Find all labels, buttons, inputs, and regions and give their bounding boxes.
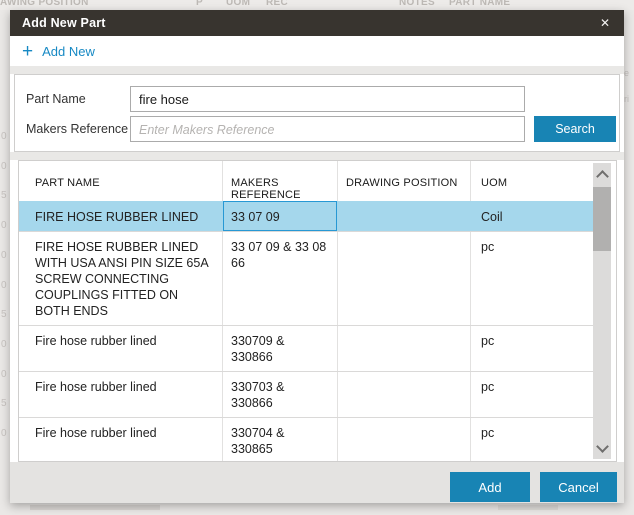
- makers-reference-cell: 33 07 09 & 33 08 66: [223, 232, 338, 325]
- background-header-label: PART NAME: [449, 0, 511, 8]
- scrollbar-thumb[interactable]: [593, 187, 611, 251]
- parts-table-header: PART NAME MAKERS REFERENCE DRAWING POSITIO…: [19, 161, 593, 201]
- drawing-position-cell: [338, 372, 471, 417]
- drawing-position-cell: [338, 232, 471, 325]
- part-name-cell: Fire hose rubber lined: [19, 326, 223, 371]
- makers-reference-label: Makers Reference: [26, 122, 129, 136]
- drawing-position-cell: [338, 418, 471, 461]
- dialog-titlebar: Add New Part ✕: [10, 10, 624, 36]
- add-button[interactable]: Add: [450, 472, 530, 502]
- dialog-title: Add New Part: [22, 16, 106, 30]
- column-header: DRAWING POSITION: [338, 161, 471, 201]
- table-row[interactable]: FIRE HOSE RUBBER LINED WITH USA ANSI PIN…: [19, 231, 593, 325]
- dialog-footer: Add Cancel: [10, 462, 624, 503]
- column-header: UOM: [481, 177, 508, 189]
- drawing-position-cell: [338, 201, 471, 231]
- drawing-position-cell: [338, 326, 471, 371]
- part-name-input[interactable]: [130, 86, 525, 112]
- scroll-down-button[interactable]: [593, 437, 611, 459]
- uom-cell: pc: [481, 380, 495, 394]
- divider: [10, 152, 624, 160]
- vertical-scrollbar[interactable]: [593, 163, 611, 459]
- column-header: MAKERS REFERENCE: [223, 161, 338, 201]
- table-row[interactable]: Fire hose rubber lined 330704 & 330865 pc: [19, 417, 593, 461]
- parts-table-body: FIRE HOSE RUBBER LINED 33 07 09 Coil FIRE H…: [19, 201, 593, 461]
- column-header: PART NAME: [19, 161, 223, 201]
- search-form-panel: Part Name Makers Reference Search: [14, 74, 620, 152]
- part-name-label: Part Name: [26, 92, 86, 106]
- part-name-cell: FIRE HOSE RUBBER LINED WITH USA ANSI PIN…: [19, 232, 223, 325]
- chevron-down-icon: [595, 439, 609, 453]
- makers-reference-cell: 33 07 09: [223, 201, 338, 231]
- chevron-up-icon: [595, 169, 609, 183]
- makers-reference-row: Makers Reference Search: [26, 116, 619, 142]
- makers-reference-cell: 330704 & 330865: [223, 418, 338, 461]
- cancel-button[interactable]: Cancel: [540, 472, 617, 502]
- part-name-cell: Fire hose rubber lined: [19, 418, 223, 461]
- scrollbar-track[interactable]: [593, 185, 611, 437]
- background-header-label: NOTES: [399, 0, 435, 8]
- part-name-cell: FIRE HOSE RUBBER LINED: [19, 201, 223, 231]
- add-new-link[interactable]: + Add New: [10, 36, 624, 66]
- background-table-header: AWING POSITION P UOM REC NOTES PART NAME: [0, 0, 634, 10]
- background-right-fragments: e ri: [624, 68, 630, 104]
- table-row[interactable]: Fire hose rubber lined 330709 & 330866 pc: [19, 325, 593, 371]
- makers-reference-cell: 330709 & 330866: [223, 326, 338, 371]
- parts-results-panel: PART NAME MAKERS REFERENCE DRAWING POSITIO…: [18, 160, 617, 462]
- table-row[interactable]: Fire hose rubber lined 330703 & 330866 pc: [19, 371, 593, 417]
- part-name-row: Part Name: [26, 86, 619, 112]
- uom-cell: pc: [481, 426, 495, 440]
- background-left-numbers: 0 0 5 0 0 0 5 0 0 5 0: [1, 131, 7, 440]
- close-icon[interactable]: ✕: [599, 16, 610, 30]
- add-new-part-dialog: Add New Part ✕ + Add New Part Name Maker…: [10, 10, 624, 503]
- background-header-label: P: [196, 0, 203, 8]
- plus-icon: +: [22, 40, 34, 62]
- add-new-label: Add New: [42, 43, 95, 59]
- background-header-label: AWING POSITION: [0, 0, 89, 8]
- background-fragment: [498, 505, 558, 510]
- makers-reference-cell: 330703 & 330866: [223, 372, 338, 417]
- scroll-up-button[interactable]: [593, 163, 611, 185]
- uom-cell: Coil: [481, 210, 503, 224]
- background-header-label: REC: [266, 0, 289, 8]
- makers-reference-input[interactable]: [130, 116, 525, 142]
- part-name-cell: Fire hose rubber lined: [19, 372, 223, 417]
- uom-cell: pc: [481, 240, 495, 254]
- background-header-label: UOM: [226, 0, 251, 8]
- divider: [10, 66, 624, 74]
- background-fragment: [30, 505, 160, 510]
- table-row[interactable]: FIRE HOSE RUBBER LINED 33 07 09 Coil: [19, 201, 593, 231]
- search-button[interactable]: Search: [534, 116, 616, 142]
- uom-cell: pc: [481, 334, 495, 348]
